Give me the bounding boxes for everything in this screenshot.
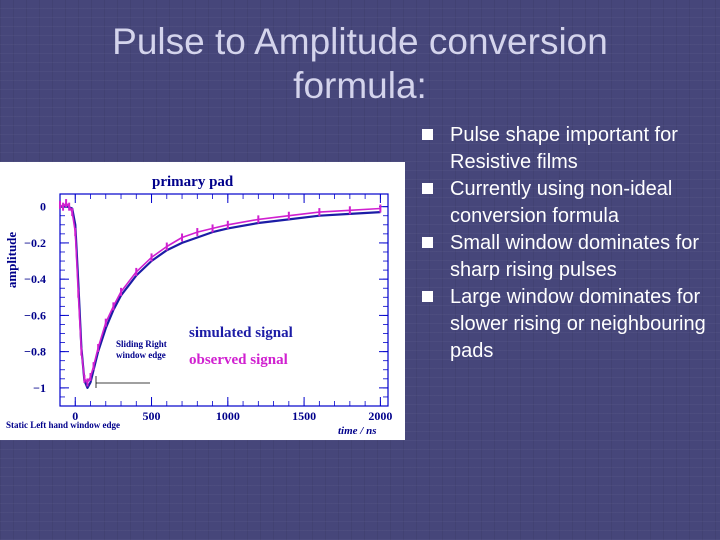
title-line-1: Pulse to Amplitude conversion (112, 21, 608, 62)
x-tick-label: 500 (143, 409, 161, 423)
bullet-item: Small window dominates for sharp rising … (418, 230, 708, 284)
square-bullet-icon (422, 183, 433, 194)
slide-title: Pulse to Amplitude conversion formula: (40, 20, 680, 108)
x-tick-label: 0 (72, 409, 78, 423)
square-bullet-icon (422, 129, 433, 140)
series-line-observed (59, 202, 381, 384)
bullet-text: Small window dominates for sharp rising … (450, 232, 699, 281)
bullet-item: Large window dominates for slower rising… (418, 284, 708, 365)
y-tick-label: −0.4 (24, 272, 46, 286)
bullet-text: Large window dominates for slower rising… (450, 286, 706, 362)
annotation-sliding-right-1: Sliding Right (116, 339, 167, 349)
y-tick-label: −0.6 (24, 308, 46, 322)
annotation-sliding-right-2: window edge (116, 350, 166, 360)
square-bullet-icon (422, 291, 433, 302)
x-tick-label: 1500 (292, 409, 316, 423)
y-axis-label: amplitude (4, 232, 19, 289)
plot-panel: 0 −0.2 −0.4 −0.6 −0.8 −1 0 500 1000 1500 2000 prim… (0, 162, 405, 440)
x-axis-label: time / ns (338, 425, 377, 437)
bullet-text: Currently using non-ideal conversion for… (450, 178, 673, 227)
legend-observed: observed signal (189, 352, 288, 368)
y-tick-label: −1 (33, 381, 46, 395)
chart-title: primary pad (152, 174, 234, 190)
square-bullet-icon (422, 237, 433, 248)
plot-frame (59, 193, 389, 407)
pulse-chart: 0 −0.2 −0.4 −0.6 −0.8 −1 0 500 1000 1500 2000 prim… (4, 174, 392, 437)
title-line-2: formula: (293, 65, 427, 106)
y-tick-label: 0 (40, 200, 46, 214)
annotation-static-left: Static Left hand window edge (6, 420, 120, 430)
bullet-item: Pulse shape important for Resistive film… (418, 122, 708, 176)
y-tick-label: −0.8 (24, 345, 46, 359)
y-tick-label: −0.2 (24, 236, 46, 250)
bullet-item: Currently using non-ideal conversion for… (418, 176, 708, 230)
x-tick-label: 2000 (368, 409, 392, 423)
bullet-list: Pulse shape important for Resistive film… (418, 122, 708, 365)
x-tick-label: 1000 (216, 409, 240, 423)
legend-simulated: simulated signal (189, 325, 293, 341)
bullet-text: Pulse shape important for Resistive film… (450, 124, 678, 173)
